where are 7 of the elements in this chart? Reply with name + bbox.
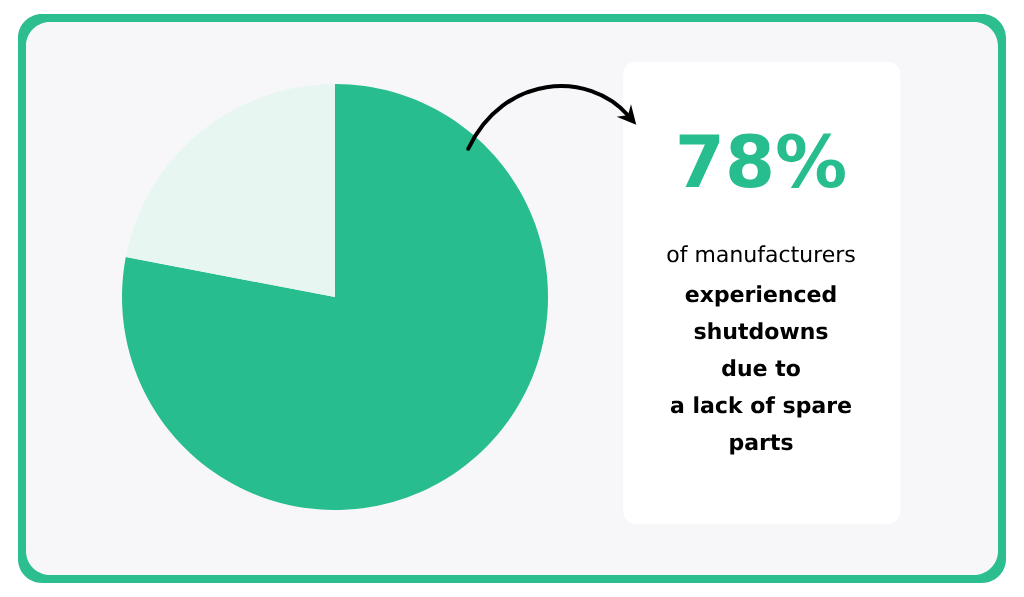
data-label: 78% xyxy=(679,133,845,189)
text: experienced xyxy=(685,285,836,307)
text: parts xyxy=(730,434,793,455)
text: due to xyxy=(722,359,800,377)
text: of manufacturers xyxy=(667,245,855,263)
text: shutdowns xyxy=(694,322,828,340)
text: a lack of spare xyxy=(670,396,851,418)
